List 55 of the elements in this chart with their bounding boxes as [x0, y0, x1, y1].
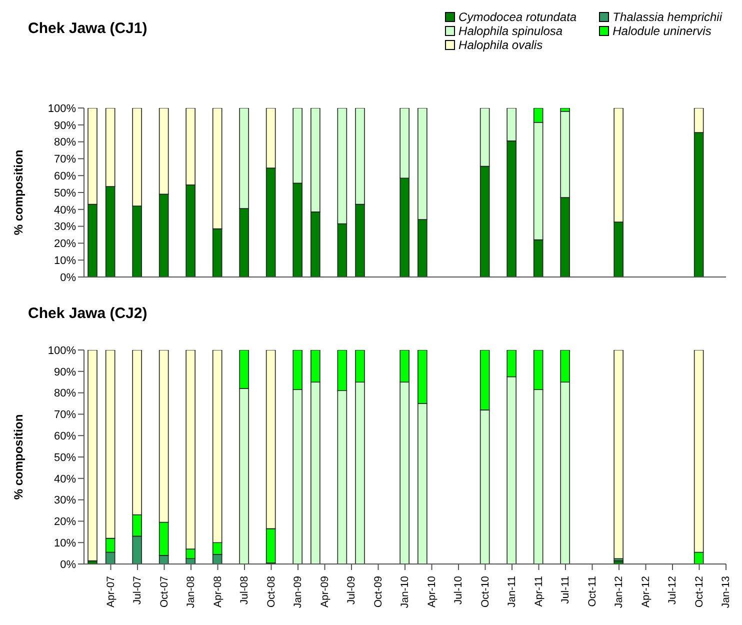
y-tick-label: 90%	[54, 366, 76, 378]
y-tick-label: 20%	[54, 516, 76, 528]
legend-label: Halodule uninervis	[612, 24, 712, 38]
chart-title: Chek Jawa (CJ1)	[28, 20, 148, 37]
x-tick-label: Oct-09	[372, 576, 384, 608]
y-tick-label: 100%	[48, 344, 76, 357]
chart-title: Chek Jawa (CJ2)	[28, 305, 148, 322]
x-tick-label: Jan-12	[613, 576, 625, 608]
x-tick-label: Apr-07	[104, 576, 117, 608]
y-tick-label: 60%	[54, 170, 76, 183]
x-tick-label: Jul-10	[452, 576, 464, 605]
x-tick-label: Oct-10	[479, 576, 492, 608]
x-tick-label: Jul-11	[560, 576, 572, 604]
legend-label: Cymodocea rotundata	[458, 10, 577, 24]
x-tick-label: Jan-11	[506, 576, 518, 608]
y-tick-label: 80%	[54, 388, 76, 400]
x-tick-label: Apr-11	[532, 576, 545, 607]
y-tick-label: 50%	[54, 452, 76, 464]
x-tick-label: Jul-08	[238, 576, 250, 605]
x-tick-label: Apr-09	[318, 576, 331, 608]
x-tick-label: Jan-08	[185, 576, 197, 608]
x-tick-label: Apr-12	[640, 576, 652, 608]
y-tick-label: 40%	[54, 204, 76, 216]
y-tick-label: 20%	[54, 238, 76, 250]
y-tick-label: 70%	[54, 409, 76, 422]
y-tick-label: 100%	[48, 102, 76, 115]
y-tick-label: 10%	[54, 538, 76, 550]
y-tick-label: 30%	[54, 494, 76, 507]
y-axis-title: % composition	[11, 414, 26, 500]
y-tick-label: 50%	[54, 187, 76, 200]
y-tick-label: 30%	[54, 221, 76, 234]
legend-label: Halophila spinulosa	[458, 24, 563, 38]
x-tick-label: Apr-10	[426, 576, 438, 608]
y-tick-label: 90%	[54, 120, 76, 132]
x-tick-label: Oct-07	[158, 576, 170, 608]
y-tick-label: 0%	[60, 272, 76, 284]
x-tick-label: Jan-09	[292, 576, 304, 608]
x-tick-label: Jan-13	[720, 576, 732, 608]
x-tick-label: Jul-09	[346, 576, 358, 605]
y-tick-label: 40%	[54, 473, 76, 486]
y-tick-label: 10%	[54, 255, 76, 268]
x-tick-label: Jul-07	[132, 576, 144, 605]
x-tick-label: Jul-12	[666, 576, 678, 605]
x-tick-label: Oct-08	[265, 576, 278, 608]
x-tick-label: Oct-11	[586, 576, 598, 607]
y-axis-title: % composition	[11, 150, 26, 236]
x-tick-label: Apr-08	[212, 576, 224, 608]
legend-label: Halophila ovalis	[458, 38, 543, 52]
legend-label: Thalassia hemprichii	[612, 10, 722, 24]
y-tick-label: 60%	[54, 430, 76, 443]
x-tick-label: Oct-12	[693, 576, 706, 608]
y-tick-label: 80%	[54, 136, 76, 149]
y-tick-label: 70%	[54, 154, 76, 166]
x-tick-label: Jan-10	[399, 576, 411, 608]
y-tick-label: 0%	[60, 558, 76, 571]
